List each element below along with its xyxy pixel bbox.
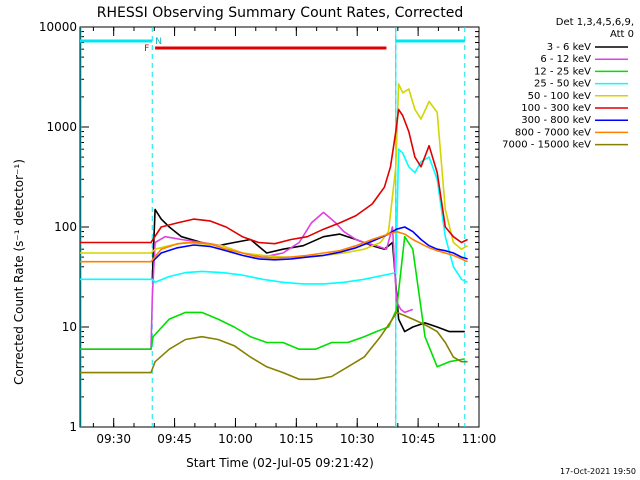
x-tick-label: 09:30 [96, 432, 131, 446]
legend-label: 25 - 50 keV [534, 79, 591, 90]
legend-label: 6 - 12 keV [540, 54, 591, 65]
legend-label: 12 - 25 keV [534, 66, 591, 77]
x-tick-label: 09:45 [157, 432, 192, 446]
legend-label: 100 - 300 keV [521, 103, 591, 114]
x-tick-label: 10:00 [218, 432, 253, 446]
series-line [151, 208, 465, 333]
plot-frame [79, 26, 480, 428]
series-line [80, 211, 414, 351]
legend-header-line-2: Att 0 [610, 29, 634, 40]
legend-label: 50 - 100 keV [528, 91, 592, 102]
series-line [80, 108, 468, 245]
series-line [80, 230, 468, 263]
legend-header-line-1: Det 1,3,4,5,6,9, [556, 17, 634, 28]
night-label: N [155, 37, 162, 47]
x-tick-label: 10:30 [340, 432, 375, 446]
x-tick-label: 10:45 [401, 432, 436, 446]
series-line [80, 148, 468, 285]
y-tick-label: 1 [69, 420, 77, 434]
x-axis-label: Start Time (02-Jul-05 09:21:42) [186, 456, 374, 470]
y-tick-label: 100 [54, 220, 77, 234]
flare-label: F [144, 44, 149, 54]
legend-label: 800 - 7000 keV [515, 127, 591, 138]
y-tick-label: 10000 [39, 20, 77, 34]
plot-area: 1 10 100 1000 10000 09:30 09:45 10:00 10:15 10:30… [39, 20, 496, 446]
series-line [151, 226, 468, 263]
series-line [80, 83, 468, 258]
chart-title: RHESSI Observing Summary Count Rates, Co… [97, 5, 463, 21]
series-line [80, 235, 465, 368]
legend-label: 7000 - 15000 keV [502, 140, 591, 151]
y-tick-label: 10 [62, 320, 77, 334]
x-tick-label: 10:15 [279, 432, 314, 446]
x-tick-label: 11:00 [462, 432, 497, 446]
footer-timestamp: 17-Oct-2021 19:50 [560, 467, 636, 476]
y-tick-label: 1000 [46, 120, 77, 134]
series-line [80, 311, 468, 381]
y-axis-label: Corrected Count Rate (s⁻¹ detector⁻¹) [12, 159, 26, 385]
legend-label: 3 - 6 keV [547, 42, 591, 53]
legend-label: 300 - 800 keV [521, 115, 591, 126]
